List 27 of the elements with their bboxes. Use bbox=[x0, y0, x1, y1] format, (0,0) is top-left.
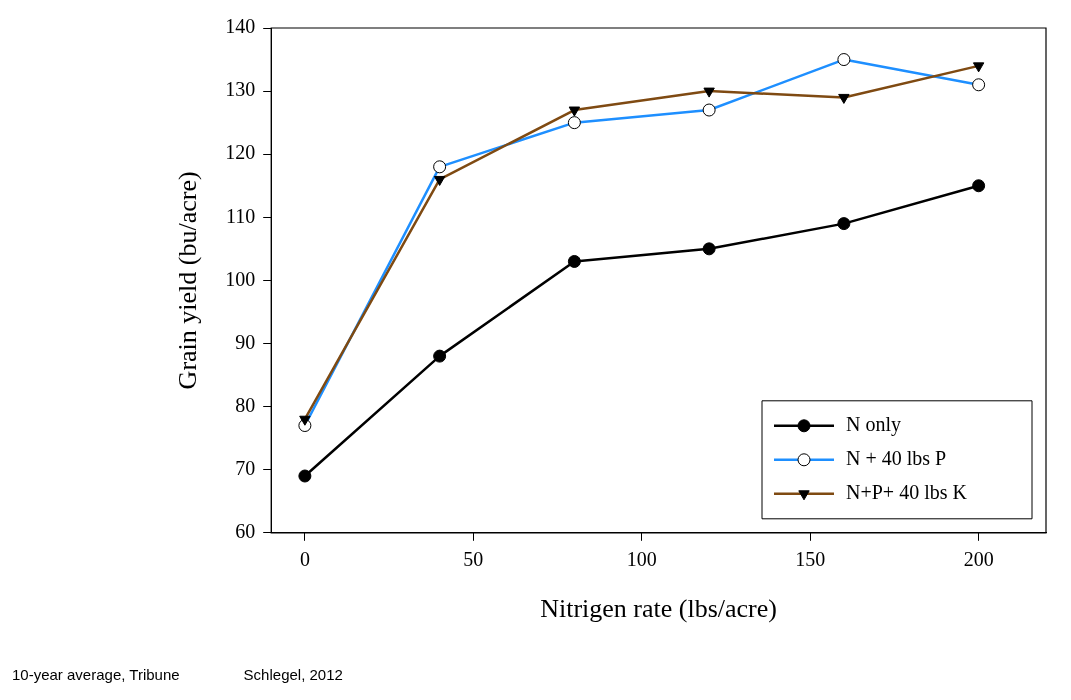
y-tick-label: 120 bbox=[225, 141, 256, 164]
x-tick-label: 150 bbox=[795, 548, 826, 571]
legend-label: N + 40 lbs P bbox=[846, 447, 947, 470]
point bbox=[972, 179, 986, 193]
point bbox=[298, 469, 312, 483]
point bbox=[702, 242, 716, 256]
legend-label: N+P+ 40 lbs K bbox=[846, 481, 968, 504]
point bbox=[837, 217, 851, 231]
y-tick-label: 130 bbox=[225, 78, 256, 101]
y-tick-label: 110 bbox=[225, 204, 256, 227]
y-tick-label: 70 bbox=[235, 456, 256, 479]
y-tick-label: 100 bbox=[225, 267, 256, 290]
point bbox=[567, 254, 581, 268]
x-axis-title: Nitrigen rate (lbs/acre) bbox=[540, 594, 777, 624]
point bbox=[433, 349, 447, 363]
y-tick-label: 60 bbox=[235, 520, 256, 543]
y-tick-label: 90 bbox=[235, 330, 256, 353]
text: 10-year average, Tribune bbox=[12, 666, 180, 683]
y-tick-label: 80 bbox=[235, 393, 256, 416]
x-tick-label: 100 bbox=[626, 548, 657, 571]
x-tick-label: 50 bbox=[463, 548, 484, 571]
x-tick-label: 200 bbox=[963, 548, 994, 571]
x-tick-label: 0 bbox=[299, 548, 310, 571]
legend-label: N only bbox=[846, 413, 901, 437]
text: Schlegel, 2012 bbox=[243, 666, 343, 683]
y-tick-label: 140 bbox=[225, 15, 256, 38]
y-axis-title: Grain yield (bu/acre) bbox=[173, 171, 203, 390]
